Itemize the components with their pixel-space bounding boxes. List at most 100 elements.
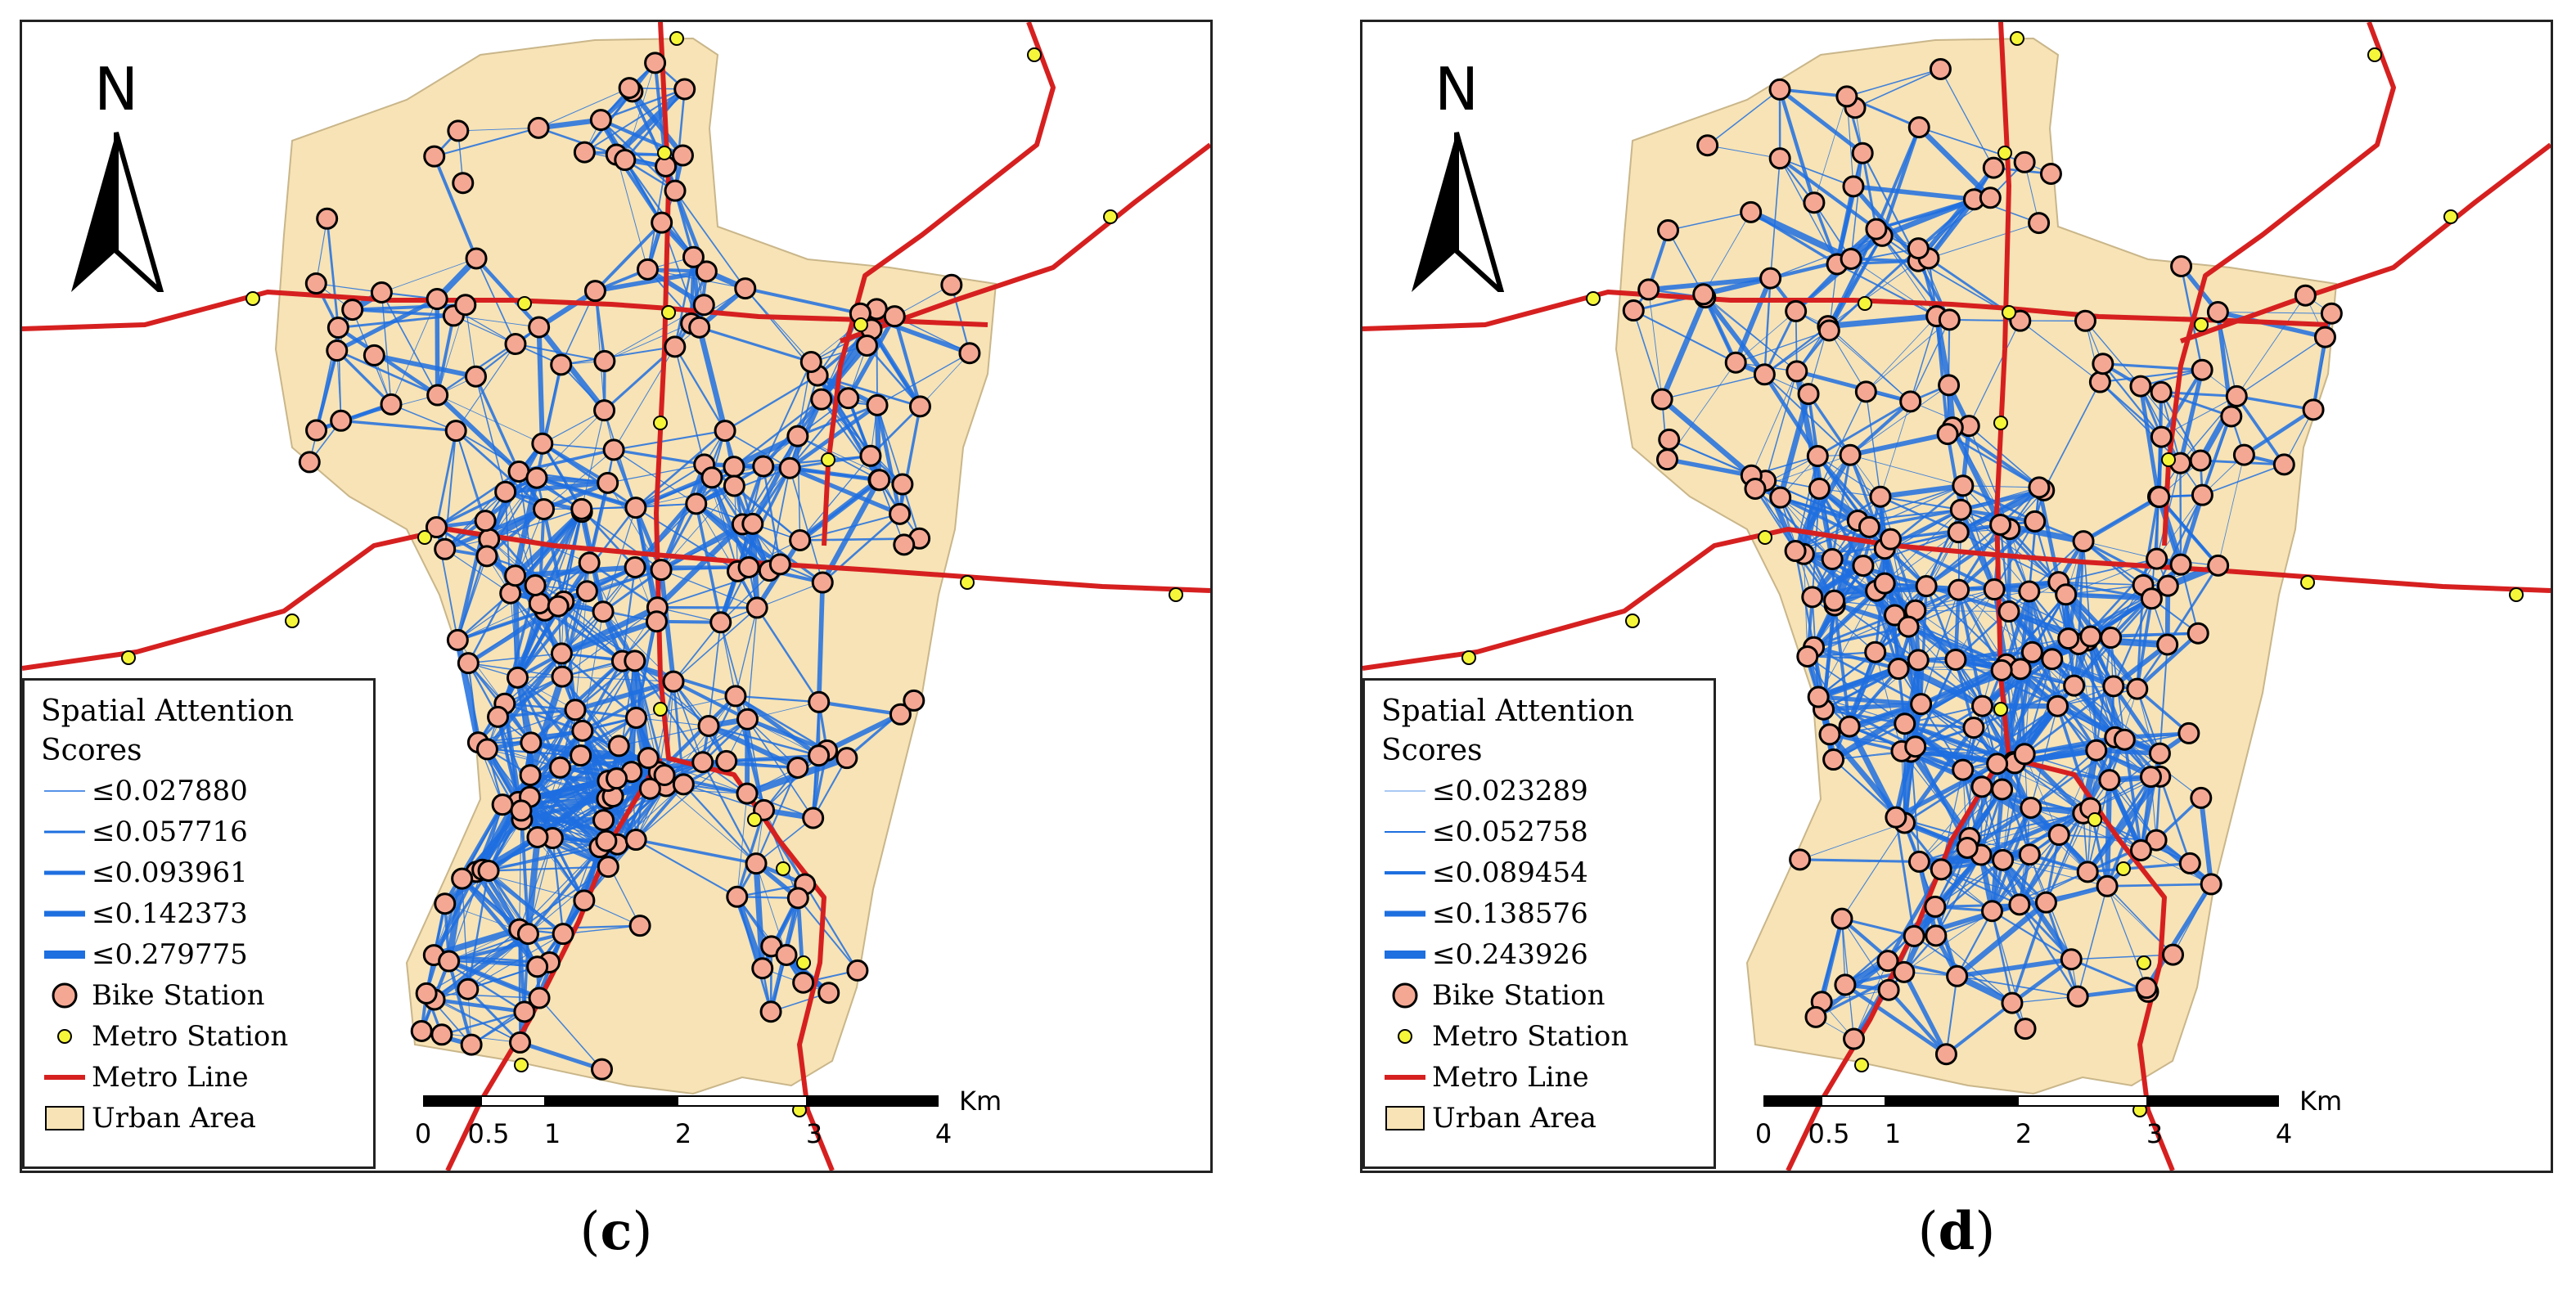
attention-edge — [435, 476, 538, 529]
bike-station — [2085, 739, 2108, 762]
attention-edge — [426, 933, 529, 994]
bike-station — [1991, 778, 2014, 801]
bike-station — [1983, 578, 2006, 601]
attention-edge — [2011, 957, 2073, 1005]
attention-edge — [633, 660, 704, 763]
bike-station — [510, 799, 533, 822]
attention-edge — [624, 159, 663, 223]
attention-edge — [536, 410, 605, 479]
metro-line — [2162, 22, 2396, 546]
bike-station — [528, 987, 551, 1009]
attention-edge — [443, 803, 505, 905]
metro-station — [1993, 416, 2008, 430]
attention-edge — [390, 403, 457, 432]
attention-edge — [2090, 753, 2160, 809]
bike-station — [1982, 156, 2005, 179]
attention-edge — [2077, 886, 2108, 997]
attention-edge — [797, 897, 858, 972]
bike-station — [2018, 843, 2041, 866]
bike-station — [697, 714, 720, 737]
attention-edge — [2044, 901, 2079, 997]
attention-edge — [736, 896, 772, 1013]
attention-edge — [560, 767, 601, 847]
bike-station — [2074, 309, 2096, 332]
attention-edge — [1812, 596, 1876, 653]
bike-station — [692, 294, 715, 317]
bike-station — [2001, 991, 2024, 1014]
bike-station — [2113, 728, 2136, 751]
attention-edge — [635, 476, 713, 509]
attention-edge — [2002, 789, 2083, 814]
attention-edge — [434, 997, 525, 1014]
bike-station — [889, 703, 912, 726]
metro-station — [653, 416, 668, 430]
bike-station — [430, 1023, 453, 1046]
attention-edge — [2105, 775, 2153, 887]
bike-station — [2191, 358, 2213, 381]
bike-station — [1834, 973, 1857, 996]
legend-row-metro-line: Metro Line — [1381, 1057, 1697, 1098]
bike-station — [370, 281, 393, 304]
bike-station — [592, 809, 615, 832]
attention-edge — [2006, 528, 2012, 612]
bike-station — [1990, 658, 2013, 681]
legend-row-threshold-3: ≤0.093961 — [41, 852, 357, 893]
metro-station — [1625, 614, 1640, 628]
bike-station — [2129, 375, 2152, 398]
bike-station — [1854, 380, 1877, 403]
attention-edge — [1939, 69, 1994, 169]
bike-station — [454, 294, 477, 317]
attention-edge — [437, 394, 543, 444]
bike-station — [506, 666, 529, 689]
attention-edge — [822, 513, 901, 584]
bike-station — [2139, 766, 2162, 789]
bike-station — [571, 719, 594, 742]
attention-edge — [2107, 883, 2212, 888]
attention-edge — [1907, 626, 1983, 707]
bike-station — [426, 384, 449, 407]
bike-station — [508, 1031, 531, 1054]
bike-station — [2013, 151, 2036, 173]
attention-edge — [1707, 88, 1781, 146]
bike-station — [1915, 575, 1938, 598]
metro-station — [1169, 587, 1183, 602]
attention-edge — [537, 767, 561, 838]
bike-station — [637, 747, 660, 770]
attention-edge — [898, 406, 922, 515]
attention-edge — [2178, 494, 2204, 565]
bike-station — [1910, 693, 1933, 716]
attention-edge — [2104, 780, 2113, 887]
attention-edge — [1763, 310, 1797, 375]
bike-station — [866, 393, 889, 416]
attention-edge — [326, 218, 340, 328]
bike-station — [564, 699, 587, 721]
attention-edge — [2099, 381, 2182, 464]
bike-station — [1858, 515, 1880, 538]
attention-edge — [485, 507, 545, 558]
attention-edge — [2082, 495, 2161, 543]
bike-station — [527, 116, 550, 139]
metro-station — [245, 291, 260, 306]
attention-edge — [1880, 496, 1961, 511]
attention-edge — [2166, 564, 2219, 645]
north-arrow-icon — [71, 132, 164, 292]
bike-station — [2057, 627, 2080, 650]
attention-edge — [1668, 211, 1751, 231]
bike-station — [526, 825, 549, 848]
bike-station — [2148, 486, 2171, 509]
bike-station — [1952, 474, 1975, 497]
attention-edge — [673, 190, 696, 258]
attention-edge — [594, 269, 707, 294]
panel-caption-d: (d) — [1917, 1201, 1996, 1262]
bike-station — [464, 365, 487, 388]
bike-station-icon — [1392, 982, 1418, 1009]
bike-station — [1839, 443, 1862, 466]
bike-station — [802, 807, 825, 829]
attention-edge — [381, 258, 477, 293]
attention-edge — [1875, 126, 1921, 230]
bike-station — [1864, 641, 1887, 663]
attention-edge — [2058, 558, 2157, 583]
attention-edge — [734, 694, 821, 757]
bike-station — [573, 141, 596, 164]
bike-station — [1851, 142, 1874, 164]
